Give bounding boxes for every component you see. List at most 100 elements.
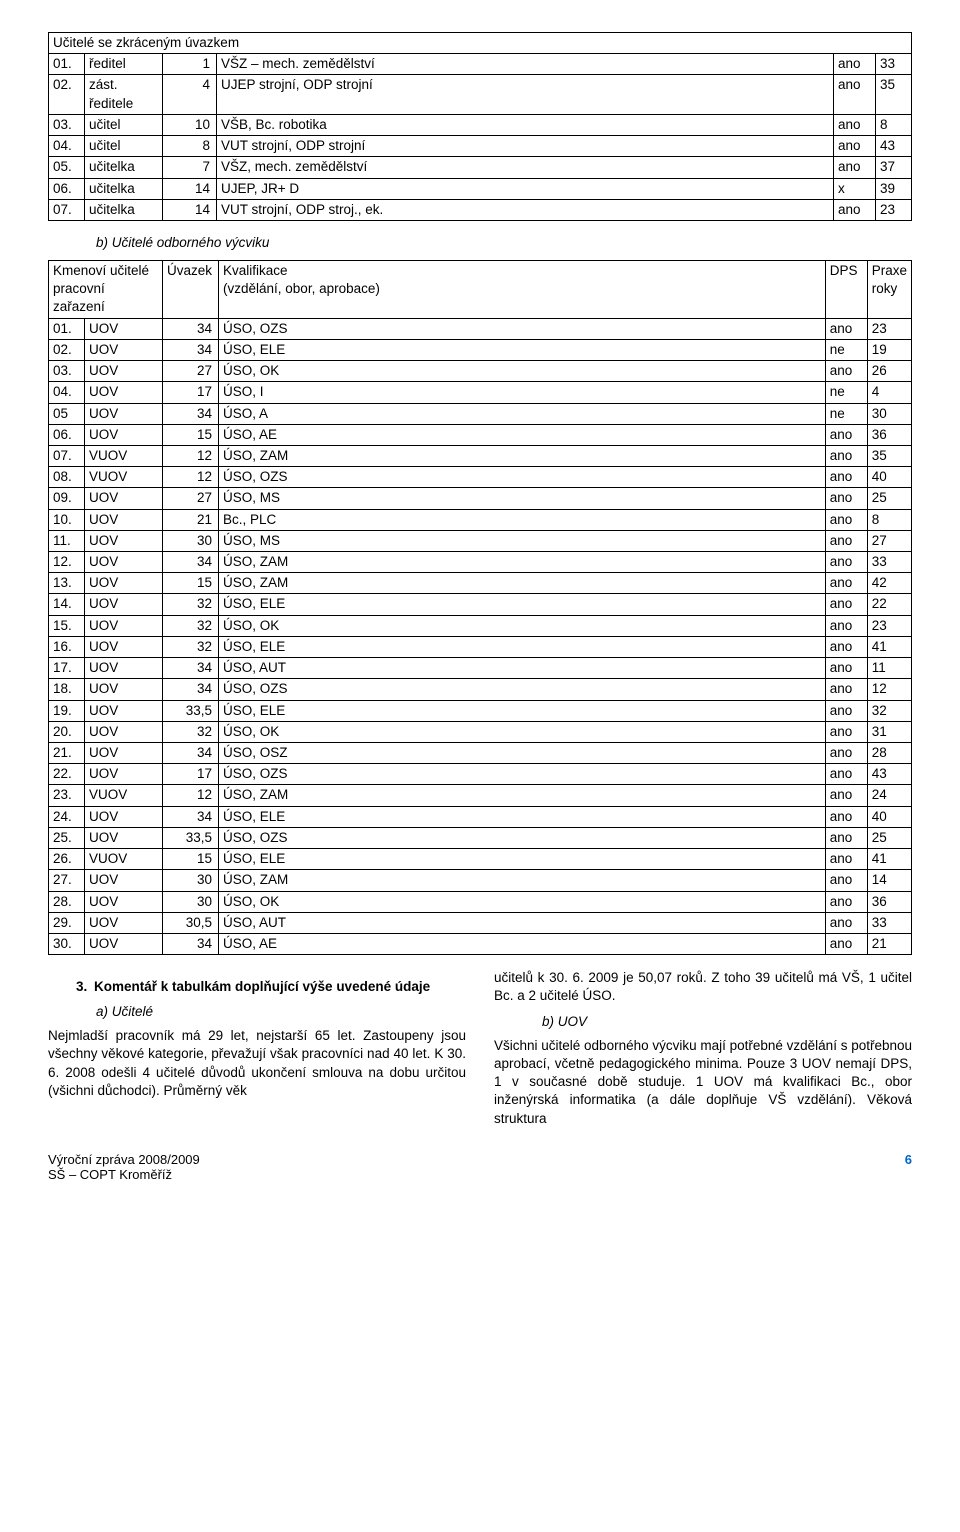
table-cell: ano — [825, 530, 867, 551]
table-cell: UOV — [85, 679, 163, 700]
table-cell: 36 — [867, 891, 911, 912]
table-cell: 4 — [163, 75, 217, 114]
table-cell: ÚSO, OZS — [219, 679, 826, 700]
table-cell: ano — [825, 552, 867, 573]
table-cell: 33 — [876, 54, 912, 75]
table-row: 08.VUOV12ÚSO, OZSano40 — [49, 467, 912, 488]
para-right-top: učitelů k 30. 6. 2009 je 50,07 roků. Z t… — [494, 969, 912, 1005]
table-row: 05UOV34ÚSO, Ane30 — [49, 403, 912, 424]
table-cell: 25 — [867, 827, 911, 848]
table-cell: VUOV — [85, 785, 163, 806]
table-cell: VUOV — [85, 849, 163, 870]
section-b-heading: b) Učitelé odborného výcviku — [96, 235, 912, 250]
table-cell: ano — [825, 573, 867, 594]
table-cell: ÚSO, A — [219, 403, 826, 424]
table-cell: 03. — [49, 361, 85, 382]
table-cell: 23 — [867, 615, 911, 636]
table-cell: ano — [825, 849, 867, 870]
table-cell: UOV — [85, 530, 163, 551]
table-cell: ano — [825, 933, 867, 954]
table-cell: 40 — [867, 467, 911, 488]
table-cell: 41 — [867, 849, 911, 870]
table-cell: 02. — [49, 339, 85, 360]
table-cell: ano — [825, 488, 867, 509]
table-cell: 43 — [876, 136, 912, 157]
table-cell: 8 — [163, 136, 217, 157]
table-cell: ÚSO, ELE — [219, 849, 826, 870]
table-cell: ÚSO, ZAM — [219, 445, 826, 466]
table-cell: UOV — [85, 594, 163, 615]
table-cell: ano — [825, 318, 867, 339]
table-cell: 41 — [867, 636, 911, 657]
table-cell: 34 — [163, 403, 219, 424]
table-cell: UOV — [85, 870, 163, 891]
table-row: 02.UOV34ÚSO, ELEne19 — [49, 339, 912, 360]
table-cell: 42 — [867, 573, 911, 594]
table-header-cell: DPS — [825, 260, 867, 318]
table-cell: 24 — [867, 785, 911, 806]
table-cell: UOV — [85, 806, 163, 827]
table-cell: ÚSO, ELE — [219, 636, 826, 657]
table-cell: 11. — [49, 530, 85, 551]
table-row: 28.UOV30ÚSO, OKano36 — [49, 891, 912, 912]
table-cell: ÚSO, ELE — [219, 594, 826, 615]
table-cell: 04. — [49, 382, 85, 403]
table-cell: ano — [825, 679, 867, 700]
table-cell: UJEP strojní, ODP strojní — [217, 75, 834, 114]
table-cell: ÚSO, OZS — [219, 467, 826, 488]
table-cell: ano — [825, 467, 867, 488]
table-cell: 15 — [163, 849, 219, 870]
table-cell: 19 — [867, 339, 911, 360]
table-cell: ano — [825, 445, 867, 466]
table-cell: ÚSO, ZAM — [219, 552, 826, 573]
table-cell: 16. — [49, 636, 85, 657]
table-cell: 39 — [876, 178, 912, 199]
table-cell: ÚSO, MS — [219, 488, 826, 509]
table-cell: 13. — [49, 573, 85, 594]
table-cell: 30 — [163, 891, 219, 912]
table-cell: 23 — [876, 199, 912, 220]
table-cell: ano — [825, 827, 867, 848]
table-cell: 14 — [163, 178, 217, 199]
table-cell: ÚSO, ZAM — [219, 870, 826, 891]
table-cell: ano — [825, 785, 867, 806]
table-cell: 10 — [163, 114, 217, 135]
table-cell: 33 — [867, 912, 911, 933]
subsection-b: b) UOV — [542, 1014, 912, 1029]
table-uov-teachers: Kmenoví učitelépracovní zařazeníÚvazekKv… — [48, 260, 912, 955]
table-cell: ano — [825, 743, 867, 764]
table-cell: ano — [825, 806, 867, 827]
table-cell: 35 — [867, 445, 911, 466]
table-cell: 09. — [49, 488, 85, 509]
table-cell: ano — [825, 912, 867, 933]
table-row: 11.UOV30ÚSO, MSano27 — [49, 530, 912, 551]
table-cell: 34 — [163, 318, 219, 339]
table-row: 14.UOV32ÚSO, ELEano22 — [49, 594, 912, 615]
table-row: 30.UOV34ÚSO, AEano21 — [49, 933, 912, 954]
table-row: 07.VUOV12ÚSO, ZAMano35 — [49, 445, 912, 466]
table-cell: UJEP, JR+ D — [217, 178, 834, 199]
table-cell: UOV — [85, 615, 163, 636]
table-cell: učitel — [85, 136, 163, 157]
table-cell: 36 — [867, 424, 911, 445]
table-cell: 23. — [49, 785, 85, 806]
table-row: 04.UOV17ÚSO, Ine4 — [49, 382, 912, 403]
table-cell: 14. — [49, 594, 85, 615]
table-cell: 27 — [163, 361, 219, 382]
table-cell: ne — [825, 403, 867, 424]
table-cell: 06. — [49, 424, 85, 445]
table-cell: UOV — [85, 636, 163, 657]
table-cell: 8 — [867, 509, 911, 530]
table-cell: 27. — [49, 870, 85, 891]
table-cell: 08. — [49, 467, 85, 488]
table-cell: 34 — [163, 933, 219, 954]
table-cell: Bc., PLC — [219, 509, 826, 530]
table-cell: 34 — [163, 552, 219, 573]
table-cell: 01. — [49, 54, 85, 75]
table-row: 26.VUOV15ÚSO, ELEano41 — [49, 849, 912, 870]
table-cell: ředitel — [85, 54, 163, 75]
table-cell: ÚSO, ZAM — [219, 573, 826, 594]
para-right-bottom: Všichni učitelé odborného výcviku mají p… — [494, 1037, 912, 1128]
table-cell: 32 — [163, 594, 219, 615]
table-header-cell: Kvalifikace(vzdělání, obor, aprobace) — [219, 260, 826, 318]
